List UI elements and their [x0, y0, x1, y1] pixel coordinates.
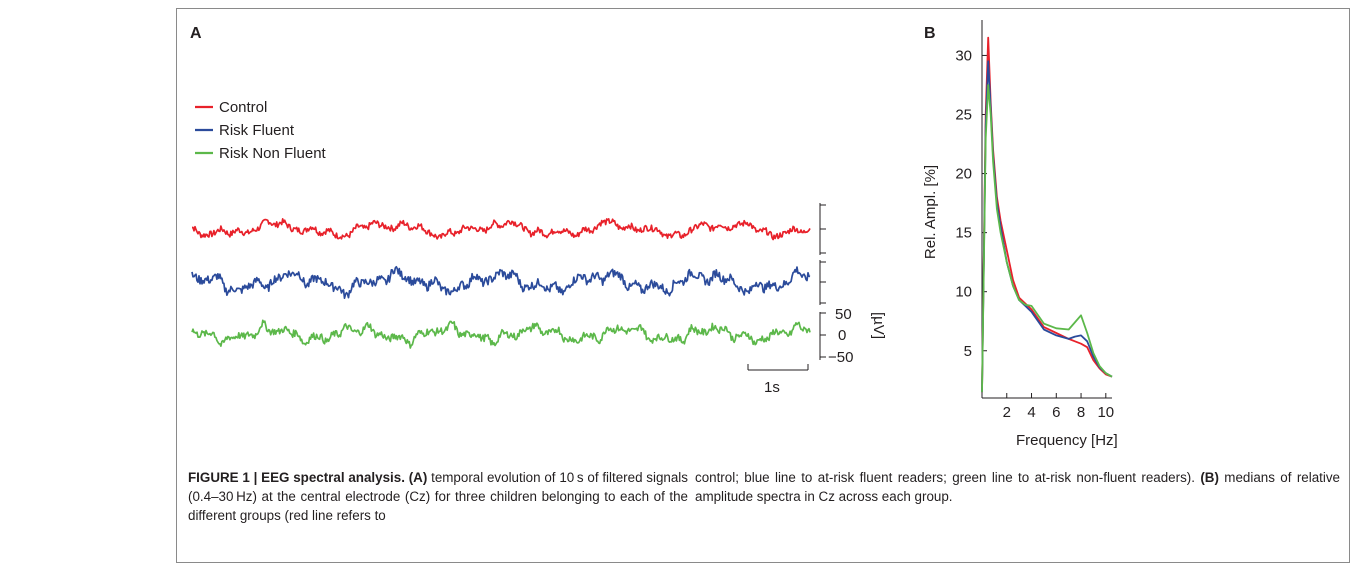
y-axis-label: Rel. Ampl. [%]: [922, 165, 939, 259]
caption-heading: FIGURE 1 | EEG spectral analysis.: [188, 470, 405, 485]
series-line-risk-fluent: [981, 60, 1113, 393]
eeg-trace-control: [192, 218, 811, 241]
series-line-risk-non-fluent: [981, 84, 1113, 393]
x-tick-label: 8: [1077, 404, 1085, 421]
legend-label-control: Control: [219, 99, 267, 116]
x-tick-label: 2: [1003, 404, 1011, 421]
y-tick-label: 30: [955, 47, 972, 64]
x-axis-label: Frequency [Hz]: [1016, 432, 1118, 449]
y-tick-label: 5: [964, 343, 972, 360]
eeg-trace-risk-non-fluent: [191, 319, 811, 349]
spectrum-plot: 5 10 15 20 25 30 2 4 6 8 10: [955, 20, 1114, 421]
amp-tick-minus-50: −50: [828, 349, 853, 366]
y-tick-label: 20: [955, 166, 972, 183]
legend: Control Risk Fluent Risk Non Fluent: [195, 99, 327, 162]
amp-tick-0: 0: [838, 327, 846, 344]
eeg-trace-risk-fluent: [191, 265, 811, 299]
caption-part-a-text-2: control; blue line to at-risk fluent rea…: [695, 470, 1201, 485]
caption-part-a-text-1: temporal evolution of 10 s of filtered s…: [188, 470, 688, 523]
y-tick-label: 10: [955, 284, 972, 301]
time-scale-label: 1s: [764, 379, 780, 396]
caption-left: FIGURE 1 | EEG spectral analysis. (A) te…: [188, 468, 688, 525]
legend-label-risk-fluent: Risk Fluent: [219, 122, 295, 139]
caption-part-b-text: medians of relative amplitude spectra in…: [695, 470, 1340, 504]
x-tick-label: 10: [1097, 404, 1114, 421]
figure-canvas: A Control Risk Fluent Risk Non Fluent 50…: [190, 20, 1118, 449]
panel-a-label: A: [190, 25, 202, 42]
panel-b-label: B: [924, 25, 936, 42]
y-tick-label: 25: [955, 107, 972, 124]
y-tick-label: 15: [955, 225, 972, 242]
series-line-control: [981, 36, 1113, 393]
x-tick-label: 4: [1027, 404, 1035, 421]
legend-label-risk-non-fluent: Risk Non Fluent: [219, 145, 327, 162]
eeg-traces: [191, 218, 811, 349]
amplitude-unit: [µV]: [870, 312, 887, 339]
caption-part-a-label: (A): [408, 470, 428, 485]
figure-border: [176, 8, 1350, 563]
time-scale-bar: [747, 364, 809, 371]
caption-part-b-label: (B): [1200, 470, 1219, 485]
amplitude-scale: [819, 203, 826, 360]
caption-right: control; blue line to at-risk fluent rea…: [695, 468, 1340, 506]
amp-tick-50: 50: [835, 306, 852, 323]
x-tick-label: 6: [1052, 404, 1060, 421]
